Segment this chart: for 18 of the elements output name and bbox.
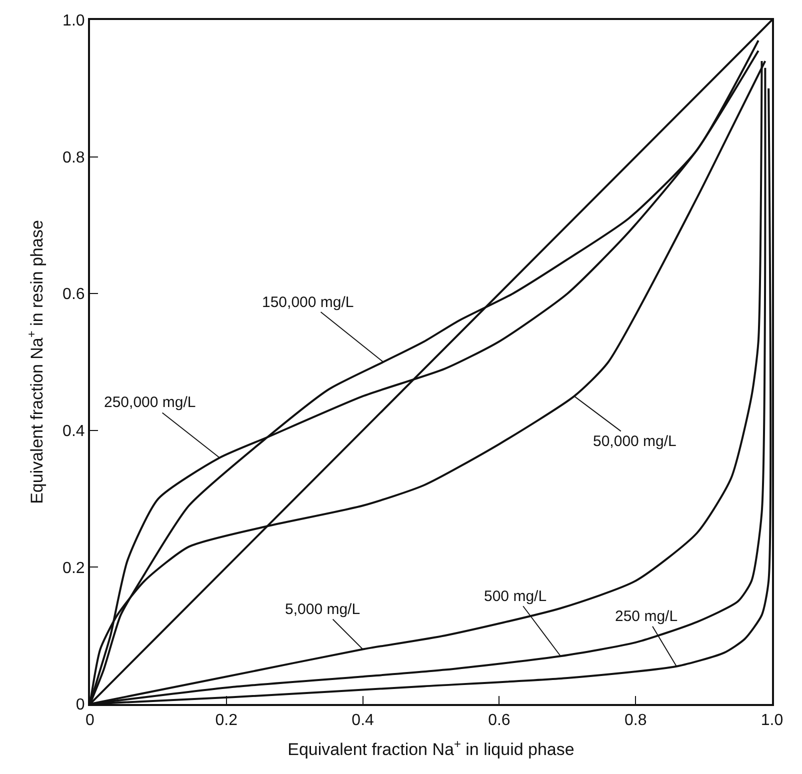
y-tick-label: 0.2 bbox=[62, 560, 85, 577]
y-tick-label: 0 bbox=[76, 696, 85, 714]
x-tick-label: 1.0 bbox=[760, 712, 784, 730]
annotation: 250,000 mg/L bbox=[104, 394, 196, 411]
annotation: 5,000 mg/L bbox=[285, 601, 360, 618]
x-tick-label: 0.2 bbox=[215, 712, 238, 730]
y-tick-label: 0.6 bbox=[62, 286, 85, 304]
y-tick-label: 0.8 bbox=[62, 149, 85, 166]
y-tick-label: 1.0 bbox=[62, 12, 85, 30]
annotation: 50,000 mg/L bbox=[593, 433, 676, 450]
annotation: 250 mg/L bbox=[615, 608, 678, 625]
x-tick-label: 0.4 bbox=[352, 712, 374, 730]
x-tick-label: 0.6 bbox=[488, 712, 510, 730]
annotation: 500 mg/L bbox=[484, 588, 547, 605]
x-axis-title: Equivalent fraction Na$^{+}$ in liquid phase bbox=[288, 736, 574, 760]
y-tick-label: 0.4 bbox=[62, 423, 85, 440]
annotation: 150,000 mg/L bbox=[262, 294, 354, 311]
x-tick-label: 0.8 bbox=[624, 712, 647, 730]
